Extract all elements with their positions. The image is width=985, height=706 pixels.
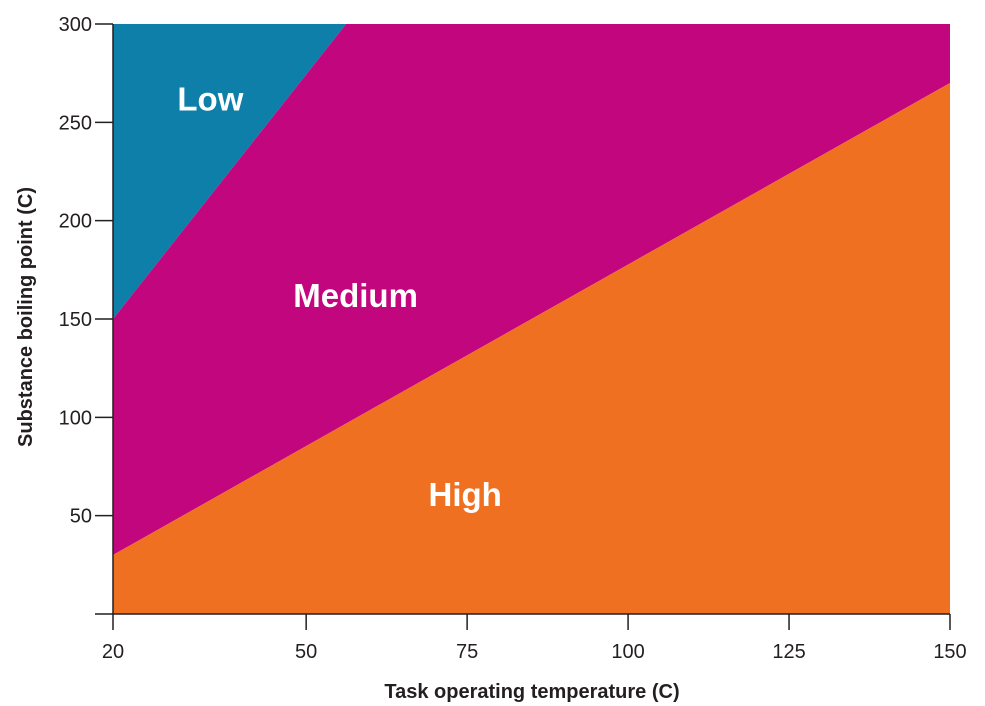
region-high xyxy=(113,83,950,614)
y-tick-label: 300 xyxy=(59,14,92,36)
y-axis-title: Substance boiling point (C) xyxy=(15,187,37,447)
y-tick-label: 200 xyxy=(59,211,92,233)
region-label-medium: Medium xyxy=(293,277,418,314)
region-medium xyxy=(113,24,950,555)
y-tick-label: 50 xyxy=(70,506,92,528)
y-tick-label: 250 xyxy=(59,112,92,134)
y-tick-label: 150 xyxy=(59,309,92,331)
x-tick-label: 75 xyxy=(456,641,478,663)
x-tick-label: 100 xyxy=(611,641,644,663)
regions xyxy=(113,24,950,614)
x-tick-label: 125 xyxy=(772,641,805,663)
y-ticks: 50 100 150 200 250 300 xyxy=(59,14,113,528)
x-tick-label: 50 xyxy=(295,641,317,663)
x-tick-label: 20 xyxy=(102,641,124,663)
x-axis-title: Task operating temperature (C) xyxy=(384,681,679,703)
x-ticks: 20 50 75 100 125 150 xyxy=(102,614,967,663)
x-tick-label: 150 xyxy=(933,641,966,663)
y-tick-label: 100 xyxy=(59,407,92,429)
region-label-high: High xyxy=(428,476,501,513)
region-labels: Low Medium High xyxy=(177,81,501,513)
region-label-low: Low xyxy=(177,81,243,118)
